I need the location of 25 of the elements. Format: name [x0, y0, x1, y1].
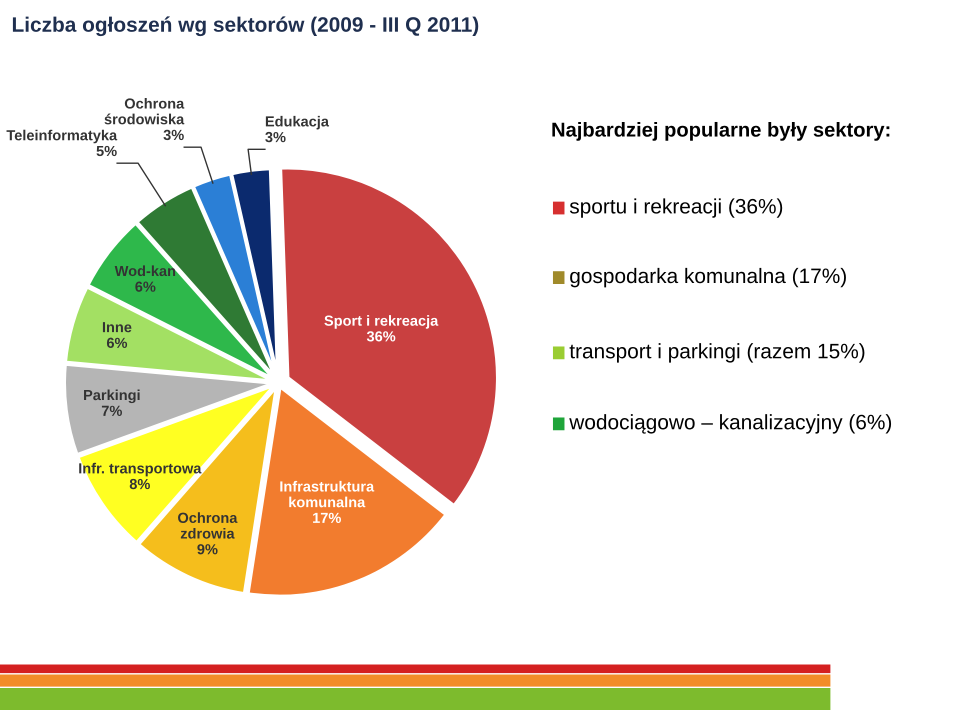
slice-label: Wod-kan: [114, 265, 176, 276]
data-label: 7%: [102, 406, 122, 416]
data-label: 9%: [197, 544, 218, 554]
text: wodociągowo – kanalizacyjny (6%): [569, 414, 892, 434]
text: gospodarka komunalna (17%): [570, 268, 846, 288]
data-label: 5%: [96, 146, 117, 156]
data-label: 3%: [265, 132, 286, 142]
text: Najbardziej popularne były sektory:: [552, 122, 890, 141]
slice-label: Ochrona środowiska: [104, 98, 184, 124]
data-label: 6%: [106, 338, 128, 348]
slice-label: Inne: [102, 322, 132, 332]
data-label: 17%: [313, 512, 341, 524]
slice-label: Infrastruktura komunalna: [280, 480, 374, 508]
data-label: 8%: [130, 478, 150, 490]
slice-label: Ochrona zdrowia: [178, 512, 238, 539]
chart-title: Liczba ogłoszeń wg sektorów (2009 - III Q 2011): [12, 16, 478, 36]
data-label: 36%: [366, 331, 396, 342]
text: sportu i rekreacji (36%): [570, 198, 782, 218]
slice-label: Parkingi: [84, 389, 140, 404]
data-label: 6%: [135, 282, 156, 292]
data-label: 3%: [163, 130, 184, 140]
text: transport i parkingi (razem 15%): [570, 343, 864, 363]
slice-label: Sport i rekreacja: [324, 315, 438, 329]
slice-label: Teleinformatyka: [6, 130, 118, 144]
slice-label: Edukacja: [266, 116, 330, 130]
